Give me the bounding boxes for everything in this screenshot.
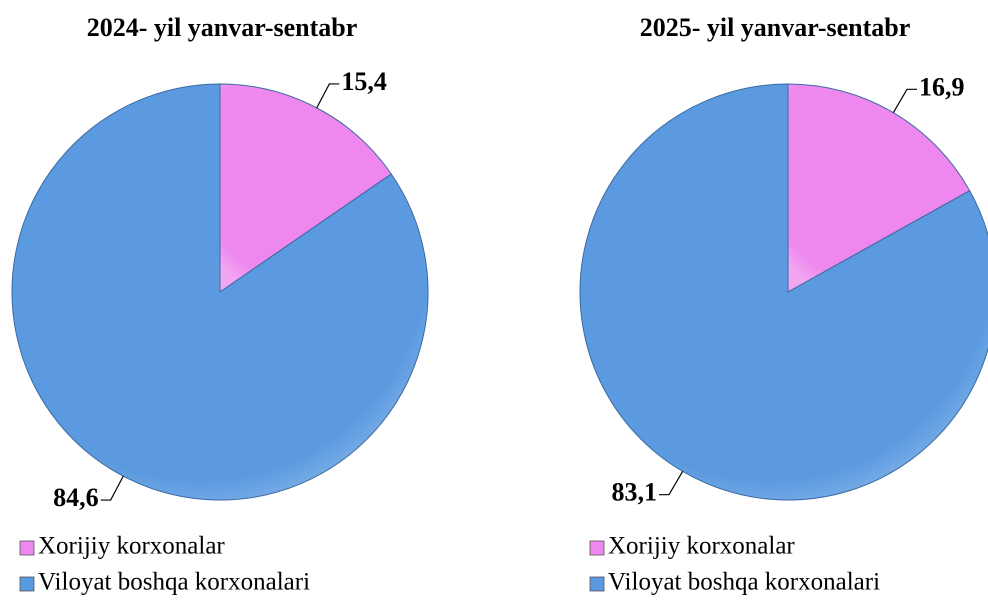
legend-label: Xorijiy korxonalar [38,533,225,560]
leader-line [100,475,124,501]
legend-marker [589,576,605,592]
pie-slice [787,83,971,293]
pie-slice [219,83,392,293]
leader-line [658,471,684,496]
legend-label: Viloyat boshqa korxonalari [38,569,310,596]
value-label: 16,9 [919,72,965,101]
legend-marker [19,576,35,592]
pie-slice [11,83,429,501]
legend-marker [589,540,605,556]
chart-title: 2025- yil yanvar-sentabr [640,13,911,42]
chart-title: 2024- yil yanvar-sentabr [87,13,358,42]
legend-marker [19,540,35,556]
leader-line [316,83,340,109]
legend-label: Viloyat boshqa korxonalari [608,569,880,596]
value-label: 83,1 [611,478,657,507]
leader-line [892,88,918,113]
value-label: 84,6 [53,483,99,512]
legend-label: Xorijiy korxonalar [608,533,795,560]
value-label: 15,4 [341,67,387,96]
